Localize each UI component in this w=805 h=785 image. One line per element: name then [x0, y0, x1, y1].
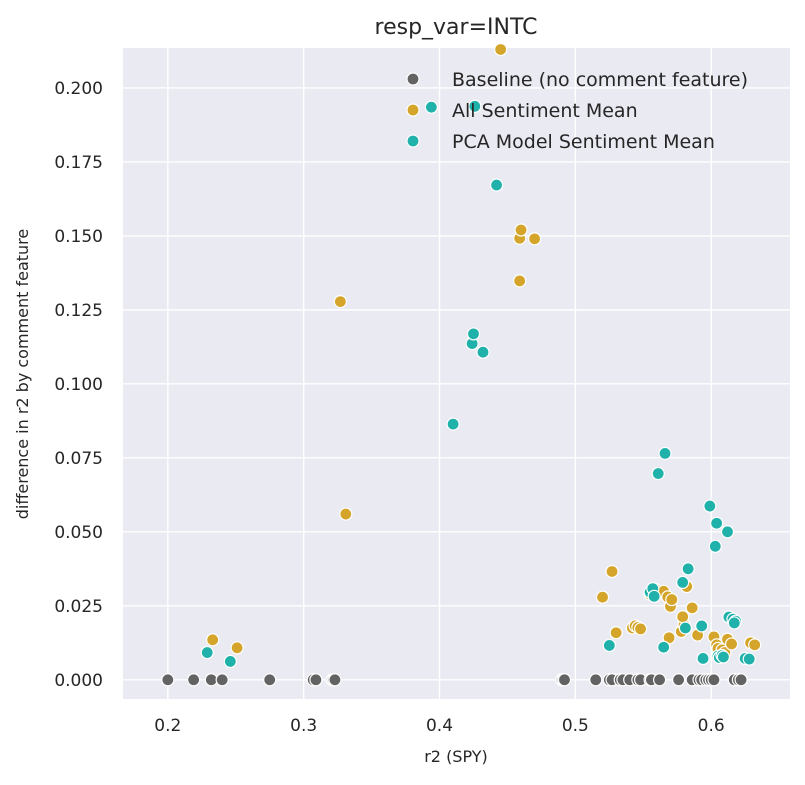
y-tick-label: 0.100 [54, 375, 103, 395]
data-point [676, 610, 690, 624]
legend-label: PCA Model Sentiment Mean [452, 131, 715, 153]
legend-marker [406, 134, 420, 148]
data-point [657, 640, 671, 654]
data-point [263, 673, 277, 687]
x-tick-label: 0.6 [698, 716, 725, 736]
data-point [720, 525, 735, 539]
x-tick-label: 0.2 [154, 716, 181, 736]
y-axis-label: difference in r2 by comment feature [13, 229, 32, 520]
data-point [742, 652, 756, 666]
data-point [489, 178, 504, 192]
data-point [734, 673, 748, 687]
y-tick-label: 0.150 [54, 227, 103, 247]
data-point [333, 294, 347, 309]
y-tick-label: 0.025 [54, 597, 103, 617]
legend-label: Baseline (no comment feature) [452, 69, 748, 91]
data-point [514, 223, 528, 237]
data-point [328, 673, 342, 687]
data-point [748, 638, 762, 652]
y-tick-label: 0.200 [54, 79, 103, 99]
data-point [557, 673, 572, 687]
data-point [602, 638, 616, 653]
y-tick-label: 0.075 [54, 449, 103, 469]
data-point [658, 446, 672, 460]
data-point [678, 621, 692, 635]
data-point [605, 564, 619, 579]
data-point [595, 590, 610, 604]
chart-title: resp_var=INTC [375, 15, 538, 40]
x-tick-label: 0.4 [426, 716, 453, 736]
data-point [204, 673, 218, 687]
data-point [476, 345, 490, 359]
data-point [672, 673, 686, 687]
data-point [466, 327, 481, 341]
data-point [710, 516, 724, 530]
data-point [468, 99, 482, 113]
data-point [707, 673, 721, 687]
y-tick-label: 0.000 [54, 671, 103, 691]
data-point [708, 539, 722, 553]
legend-marker [406, 72, 420, 86]
y-tick-label: 0.125 [54, 301, 103, 321]
data-point [703, 499, 717, 513]
data-point [494, 42, 508, 57]
series-3 [200, 99, 756, 669]
data-point [309, 673, 323, 687]
data-point [696, 651, 710, 666]
x-tick-labels: 0.2 0.3 0.4 0.5 0.6 [154, 716, 724, 736]
data-point [446, 417, 460, 431]
data-points [161, 42, 762, 687]
data-point [609, 626, 623, 640]
y-tick-label: 0.050 [54, 523, 103, 543]
data-point [230, 641, 244, 655]
data-point [215, 673, 229, 687]
data-point [652, 673, 667, 687]
data-point [513, 274, 527, 288]
data-point [665, 592, 679, 607]
data-point [647, 589, 661, 603]
data-point [424, 100, 438, 114]
data-point [200, 645, 214, 660]
data-point [727, 616, 741, 630]
data-point [223, 654, 237, 669]
series-1 [161, 673, 748, 687]
data-point [339, 507, 353, 521]
data-point [589, 673, 603, 687]
data-point [681, 562, 695, 576]
data-point [685, 601, 699, 615]
data-point [724, 637, 739, 651]
data-point [676, 575, 690, 590]
x-axis-label: r2 (SPY) [424, 747, 488, 766]
grid-lines [123, 48, 790, 699]
x-tick-label: 0.5 [562, 716, 589, 736]
data-point [716, 650, 731, 664]
plot-background [123, 48, 790, 699]
data-point [206, 633, 220, 647]
x-tick-label: 0.3 [290, 716, 317, 736]
legend-marker [406, 103, 420, 117]
data-point [651, 466, 665, 481]
data-point [633, 622, 648, 636]
y-tick-labels: 0.000 0.025 0.050 0.075 0.100 0.125 0.150 0.175… [54, 79, 103, 691]
data-point [695, 619, 709, 633]
data-point [528, 232, 542, 246]
y-tick-label: 0.175 [54, 153, 103, 173]
legend-label: All Sentiment Mean [452, 100, 638, 122]
data-point [187, 673, 201, 687]
legend: Baseline (no comment feature) All Sentime… [406, 69, 748, 153]
data-point [161, 673, 175, 687]
